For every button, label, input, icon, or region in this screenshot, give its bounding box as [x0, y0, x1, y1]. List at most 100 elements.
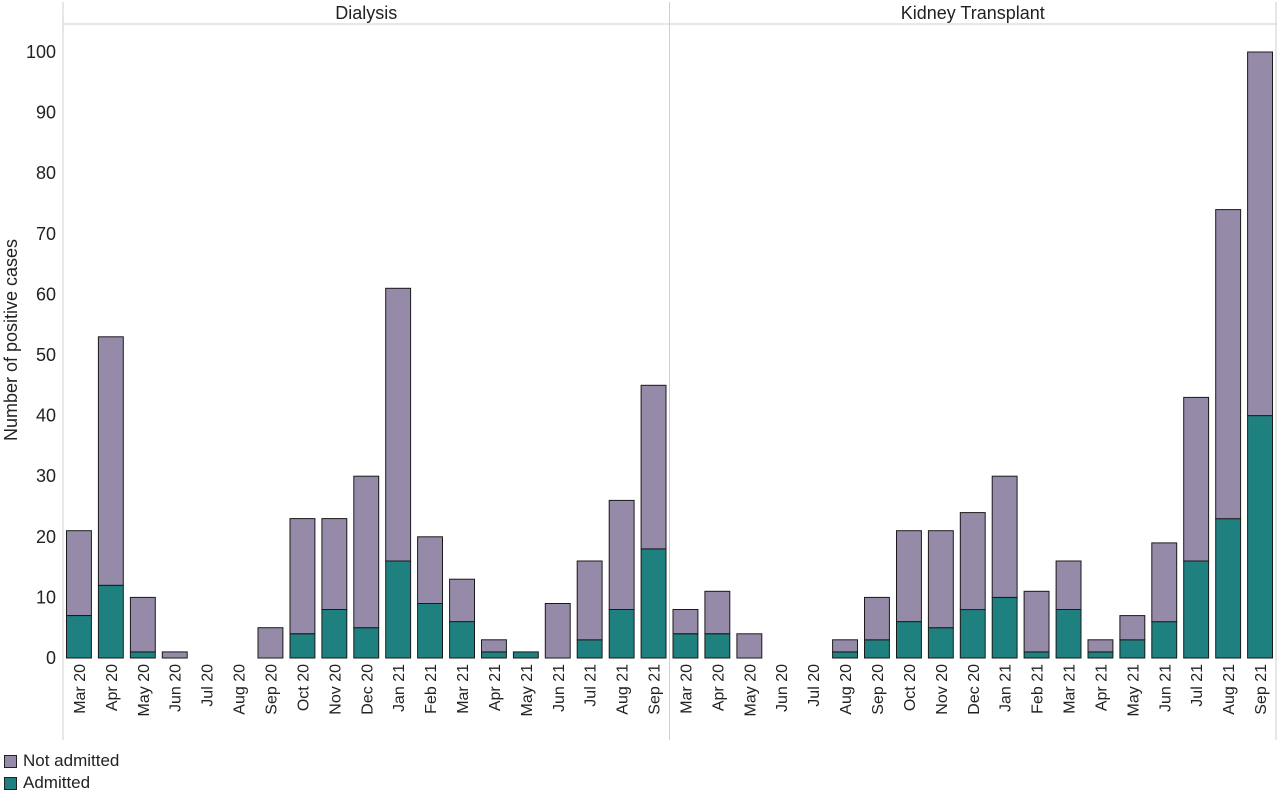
bar-admitted [608, 609, 635, 659]
x-tick-label: Mar 21 [1062, 664, 1079, 714]
bar-not-admitted [672, 609, 699, 635]
bar-admitted [1247, 415, 1273, 659]
bar-admitted [1119, 639, 1146, 659]
bar-not-admitted [959, 512, 986, 611]
bar-not-admitted [481, 639, 507, 653]
legend-swatch-not-admitted [4, 754, 17, 768]
x-tick-label: Jun 21 [551, 664, 568, 712]
x-tick-label: May 21 [1125, 664, 1142, 717]
y-axis-title: Number of positive cases [1, 239, 21, 441]
y-tick-label: 60 [36, 284, 56, 304]
y-tick-label: 30 [36, 466, 56, 486]
bar-not-admitted [1087, 639, 1114, 653]
x-tick-label: Oct 20 [902, 664, 919, 711]
bar-not-admitted [576, 560, 603, 641]
bar-admitted [991, 596, 1018, 659]
legend-item-admitted: Admitted [4, 772, 119, 794]
x-tick-label: Oct 20 [295, 664, 312, 711]
x-tick-label: Nov 20 [327, 664, 344, 715]
x-tick-label: Sep 20 [264, 664, 281, 715]
x-tick-label: Dec 20 [359, 664, 376, 715]
bar-admitted [353, 627, 380, 659]
x-tick-label: Sep 21 [1253, 664, 1270, 715]
x-tick-label: Apr 21 [1093, 664, 1110, 711]
bar-not-admitted [1247, 51, 1273, 417]
legend-swatch-admitted [4, 776, 17, 790]
bar-admitted [1023, 651, 1050, 659]
bar-not-admitted [257, 627, 284, 659]
bar-admitted [704, 633, 731, 659]
bar-admitted [1087, 651, 1114, 659]
x-tick-label: May 20 [742, 664, 759, 717]
bar-not-admitted [927, 530, 954, 629]
x-tick-label: Jun 20 [774, 664, 791, 712]
x-tick-label: Apr 20 [104, 664, 121, 711]
bar-admitted [512, 651, 539, 659]
bar-not-admitted [129, 596, 156, 653]
legend-item-not-admitted: Not admitted [4, 750, 119, 772]
y-tick-label: 90 [36, 103, 56, 123]
x-tick-label: Dec 20 [966, 664, 983, 715]
bar-admitted [481, 651, 507, 659]
x-tick-label: Jul 21 [583, 664, 600, 707]
x-tick-label: Aug 21 [1221, 664, 1238, 715]
x-tick-label: Jun 21 [1157, 664, 1174, 712]
x-tick-label: Sep 20 [870, 664, 887, 715]
x-tick-label: Aug 21 [615, 664, 632, 715]
x-tick-label: Sep 21 [647, 664, 664, 715]
bar-admitted [129, 651, 156, 659]
x-tick-label: Jul 20 [806, 664, 823, 707]
bar-admitted [959, 609, 986, 659]
bar-not-admitted [991, 475, 1018, 598]
bar-not-admitted [289, 518, 316, 635]
bar-admitted [927, 627, 954, 659]
x-tick-label: Aug 20 [232, 664, 249, 715]
bar-admitted [896, 621, 922, 659]
legend-label-not-admitted: Not admitted [23, 751, 120, 770]
x-tick-label: Feb 21 [423, 664, 440, 714]
y-tick-label: 80 [36, 163, 56, 183]
legend-label-admitted: Admitted [23, 773, 91, 792]
bar-admitted [66, 615, 92, 659]
bar-admitted [1215, 518, 1242, 659]
bar-not-admitted [832, 639, 858, 653]
bar-not-admitted [640, 384, 667, 550]
bar-admitted [289, 633, 316, 659]
legend: Not admitted Admitted [4, 750, 119, 794]
y-tick-label: 100 [26, 42, 56, 62]
x-tick-label: Aug 20 [838, 664, 855, 715]
bar-not-admitted [97, 336, 124, 586]
x-tick-label: May 21 [519, 664, 536, 717]
bar-not-admitted [704, 590, 731, 635]
bar-not-admitted [1151, 542, 1178, 623]
bar-admitted [449, 621, 476, 659]
x-tick-label: Mar 20 [72, 664, 89, 714]
bar-not-admitted [1119, 615, 1146, 641]
x-tick-label: Jun 20 [168, 664, 185, 712]
y-tick-label: 50 [36, 345, 56, 365]
bar-admitted [832, 651, 858, 659]
bar-not-admitted [1183, 396, 1210, 562]
x-tick-label: Feb 21 [1030, 664, 1047, 714]
y-tick-label: 70 [36, 224, 56, 244]
bar-not-admitted [321, 518, 348, 610]
bar-admitted [321, 609, 348, 659]
bar-admitted [576, 639, 603, 659]
y-tick-label: 40 [36, 406, 56, 426]
bar-not-admitted [736, 633, 763, 659]
bar-not-admitted [896, 530, 922, 623]
bar-not-admitted [1055, 560, 1082, 610]
bar-not-admitted [544, 603, 571, 659]
bar-not-admitted [1215, 209, 1242, 520]
x-tick-label: Jul 21 [1189, 664, 1206, 707]
x-tick-label: Mar 20 [679, 664, 696, 714]
bar-not-admitted [864, 596, 890, 641]
bar-not-admitted [1023, 590, 1050, 653]
x-tick-label: Apr 20 [710, 664, 727, 711]
bar-admitted [417, 603, 444, 659]
y-tick-label: 0 [46, 648, 56, 668]
x-tick-label: Jul 20 [200, 664, 217, 707]
bar-admitted [864, 639, 890, 659]
bar-admitted [1055, 609, 1082, 659]
